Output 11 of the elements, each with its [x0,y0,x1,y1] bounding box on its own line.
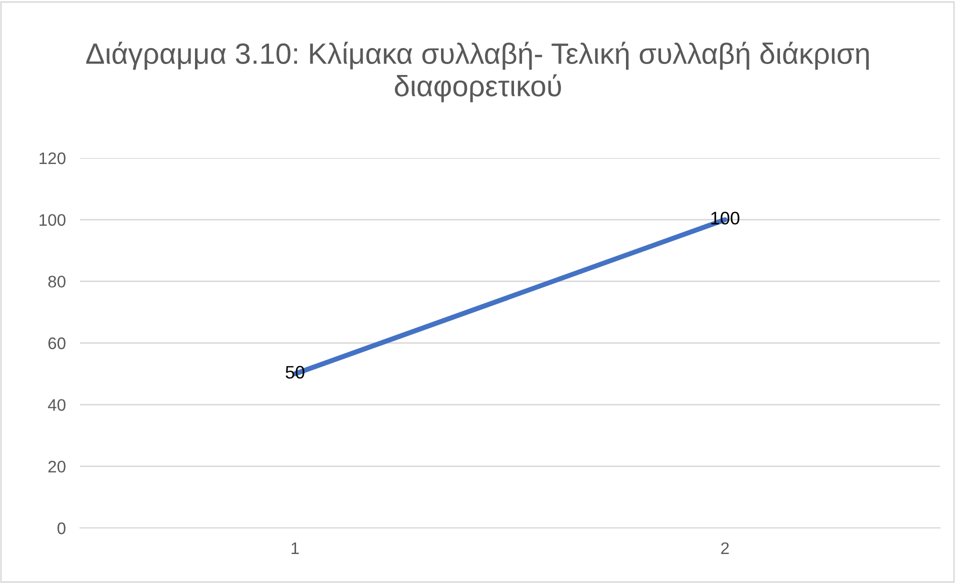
x-tick-label: 1 [292,542,299,554]
y-tick-label: 0 [57,522,66,534]
y-tick-label: 20 [48,460,66,473]
y-tick-label: 80 [48,276,66,288]
y-tick-label: 100 [40,214,66,226]
y-tick-label: 120 [40,152,66,164]
data-label: 100 [711,212,740,225]
y-tick-label: 40 [48,399,66,411]
chart-title: Διάγραμμα 3.10: Κλίμακα συλλαβή- Τελική συλλαβή διάκριση διαφορετικού [86,42,869,102]
x-tick-label: 2 [721,542,729,554]
y-tick-label: 60 [48,337,66,350]
